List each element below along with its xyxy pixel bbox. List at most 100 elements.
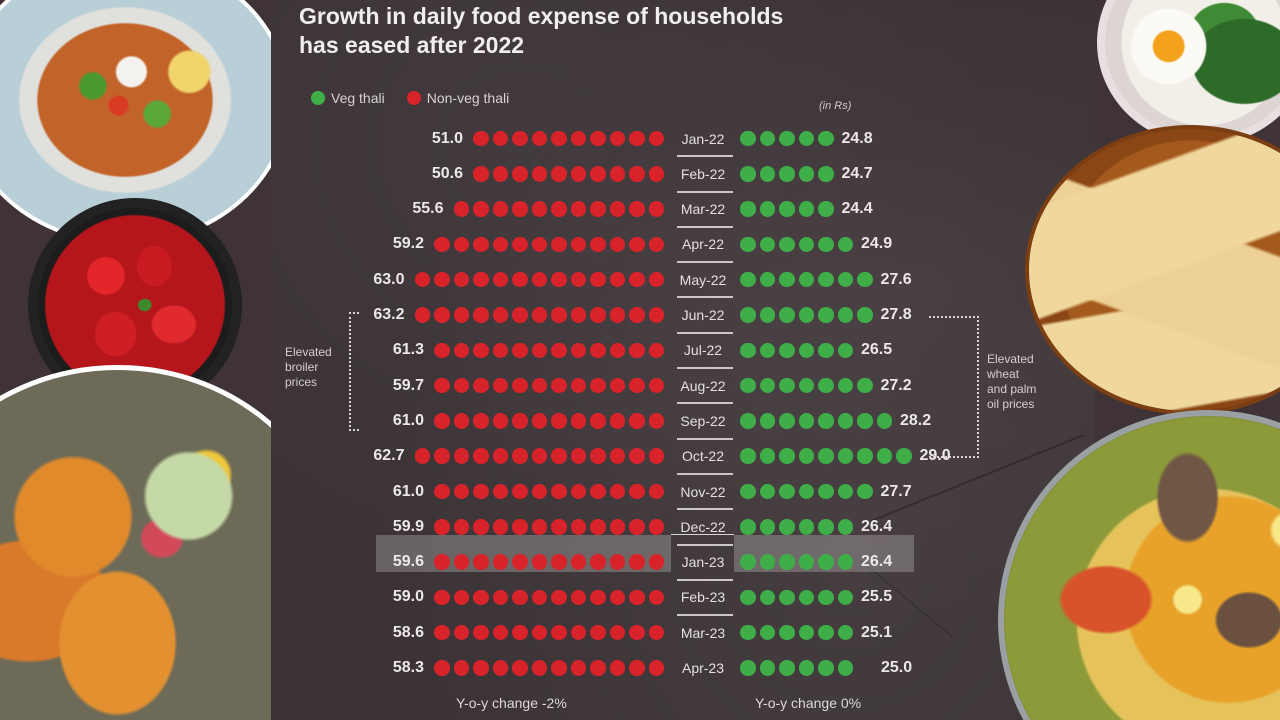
nonveg-value: 62.7 — [373, 447, 405, 465]
red-dot-icon — [570, 307, 586, 323]
row-separator — [677, 261, 733, 264]
red-dot-icon — [648, 236, 664, 253]
yoy-nonveg: Y-o-y change -2% — [456, 695, 567, 711]
red-dot-icon — [551, 307, 567, 323]
red-dot-icon — [512, 589, 528, 606]
veg-bar: 25.5 — [740, 580, 892, 615]
red-dot-icon — [648, 624, 664, 641]
red-dot-icon — [590, 377, 606, 394]
green-dot-icon — [740, 448, 756, 464]
nonveg-bar: 61.0 — [393, 403, 664, 438]
green-dot-icon — [837, 236, 853, 253]
red-dot-icon — [473, 166, 489, 182]
red-dot-icon — [590, 660, 606, 676]
red-dot-icon — [414, 271, 430, 288]
green-dot-icon — [798, 130, 814, 147]
green-dot-icon — [837, 483, 853, 500]
green-dot-icon — [740, 660, 756, 676]
red-dot-icon — [570, 660, 586, 676]
red-dot-icon — [492, 413, 508, 429]
nonveg-bar: 58.6 — [393, 615, 664, 650]
green-dot-icon — [818, 377, 834, 394]
red-dot-icon — [570, 342, 586, 359]
red-dot-icon — [629, 307, 645, 323]
red-dot-icon — [512, 660, 528, 676]
red-dot-icon — [590, 201, 606, 217]
red-dot-icon — [531, 589, 547, 606]
red-dot-icon — [414, 307, 430, 323]
red-dot-icon — [453, 483, 469, 500]
red-dot-icon — [531, 483, 547, 500]
green-dot-icon — [798, 166, 814, 182]
red-dot-icon — [434, 589, 450, 606]
row-separator — [677, 508, 733, 511]
red-dot-icon — [551, 589, 567, 606]
red-dot-icon — [609, 201, 625, 217]
red-dot-icon — [629, 166, 645, 182]
month-label: Jan-22 — [681, 130, 725, 147]
green-dot-icon — [896, 448, 912, 464]
red-dot-icon — [473, 448, 489, 464]
month-label: Jun-22 — [681, 307, 725, 323]
green-dot-icon — [740, 483, 756, 500]
chart-row: 61.3 Jul-22 26.5 — [271, 333, 1095, 370]
red-dot-icon — [512, 307, 528, 323]
chart-row: 59.7 Aug-22 27.2 — [271, 368, 1095, 405]
chart-row: 63.0 May-22 27.6 — [271, 262, 1095, 299]
legend-nonveg: Non-veg thali — [406, 90, 509, 106]
green-dot-icon — [740, 236, 756, 253]
red-dot-icon — [473, 519, 489, 535]
red-dot-icon — [512, 519, 528, 535]
red-dot-icon — [434, 377, 450, 394]
annotation-broiler: Elevated broiler prices — [285, 345, 332, 389]
month-label: Aug-22 — [680, 377, 726, 394]
nonveg-value: 61.3 — [392, 341, 424, 359]
green-dot-icon — [818, 236, 834, 253]
red-dot-icon — [531, 342, 547, 359]
green-dot-icon — [779, 236, 795, 253]
chart-row: 50.6 Feb-22 24.7 — [271, 156, 1095, 193]
red-dot-icon — [570, 236, 586, 253]
green-dot-icon — [798, 307, 814, 323]
veg-bar: 26.4 — [740, 509, 892, 544]
red-dot-icon — [551, 519, 567, 535]
red-dot-icon — [512, 342, 528, 359]
red-dot-icon — [531, 130, 547, 147]
red-dot-icon — [473, 413, 489, 429]
red-dot-icon — [609, 660, 625, 676]
green-dot-icon — [798, 554, 814, 570]
green-dot-icon — [876, 448, 892, 464]
green-dot-icon — [837, 307, 853, 323]
chart-row: 58.3 Apr-23 25.0 — [271, 651, 1095, 686]
veg-bar: 24.4 — [740, 192, 873, 227]
red-dot-icon — [648, 554, 664, 570]
red-dot-icon — [492, 483, 508, 500]
green-dot-icon — [779, 342, 795, 359]
green-dot-icon — [740, 130, 756, 147]
green-dot-icon — [818, 342, 834, 359]
red-dot-icon — [531, 307, 547, 323]
nonveg-bar: 59.2 — [393, 227, 664, 262]
red-dot-icon — [492, 271, 508, 288]
red-dot-icon — [629, 519, 645, 535]
red-dot-icon — [590, 342, 606, 359]
green-dot-icon — [818, 519, 834, 535]
veg-value: 25.5 — [861, 588, 893, 606]
row-separator — [677, 578, 733, 581]
red-dot-icon — [551, 377, 567, 394]
green-dot-icon — [798, 377, 814, 394]
chart-row: 61.0 Sep-22 28.2 — [271, 403, 1095, 440]
red-dot-icon — [609, 130, 625, 147]
red-dot-icon — [492, 201, 508, 217]
veg-value: 24.8 — [841, 129, 873, 147]
red-dot-icon — [453, 342, 469, 359]
green-dot-icon — [740, 201, 756, 217]
chart-row: 61.0 Nov-22 27.7 — [271, 474, 1095, 511]
red-dot-icon — [492, 307, 508, 323]
red-dot-icon — [570, 377, 586, 394]
green-dot-icon — [798, 201, 814, 217]
nonveg-bar: 63.2 — [373, 298, 664, 333]
red-dot-icon — [531, 413, 547, 429]
red-dot-icon — [453, 589, 469, 606]
red-dot-icon — [453, 377, 469, 394]
